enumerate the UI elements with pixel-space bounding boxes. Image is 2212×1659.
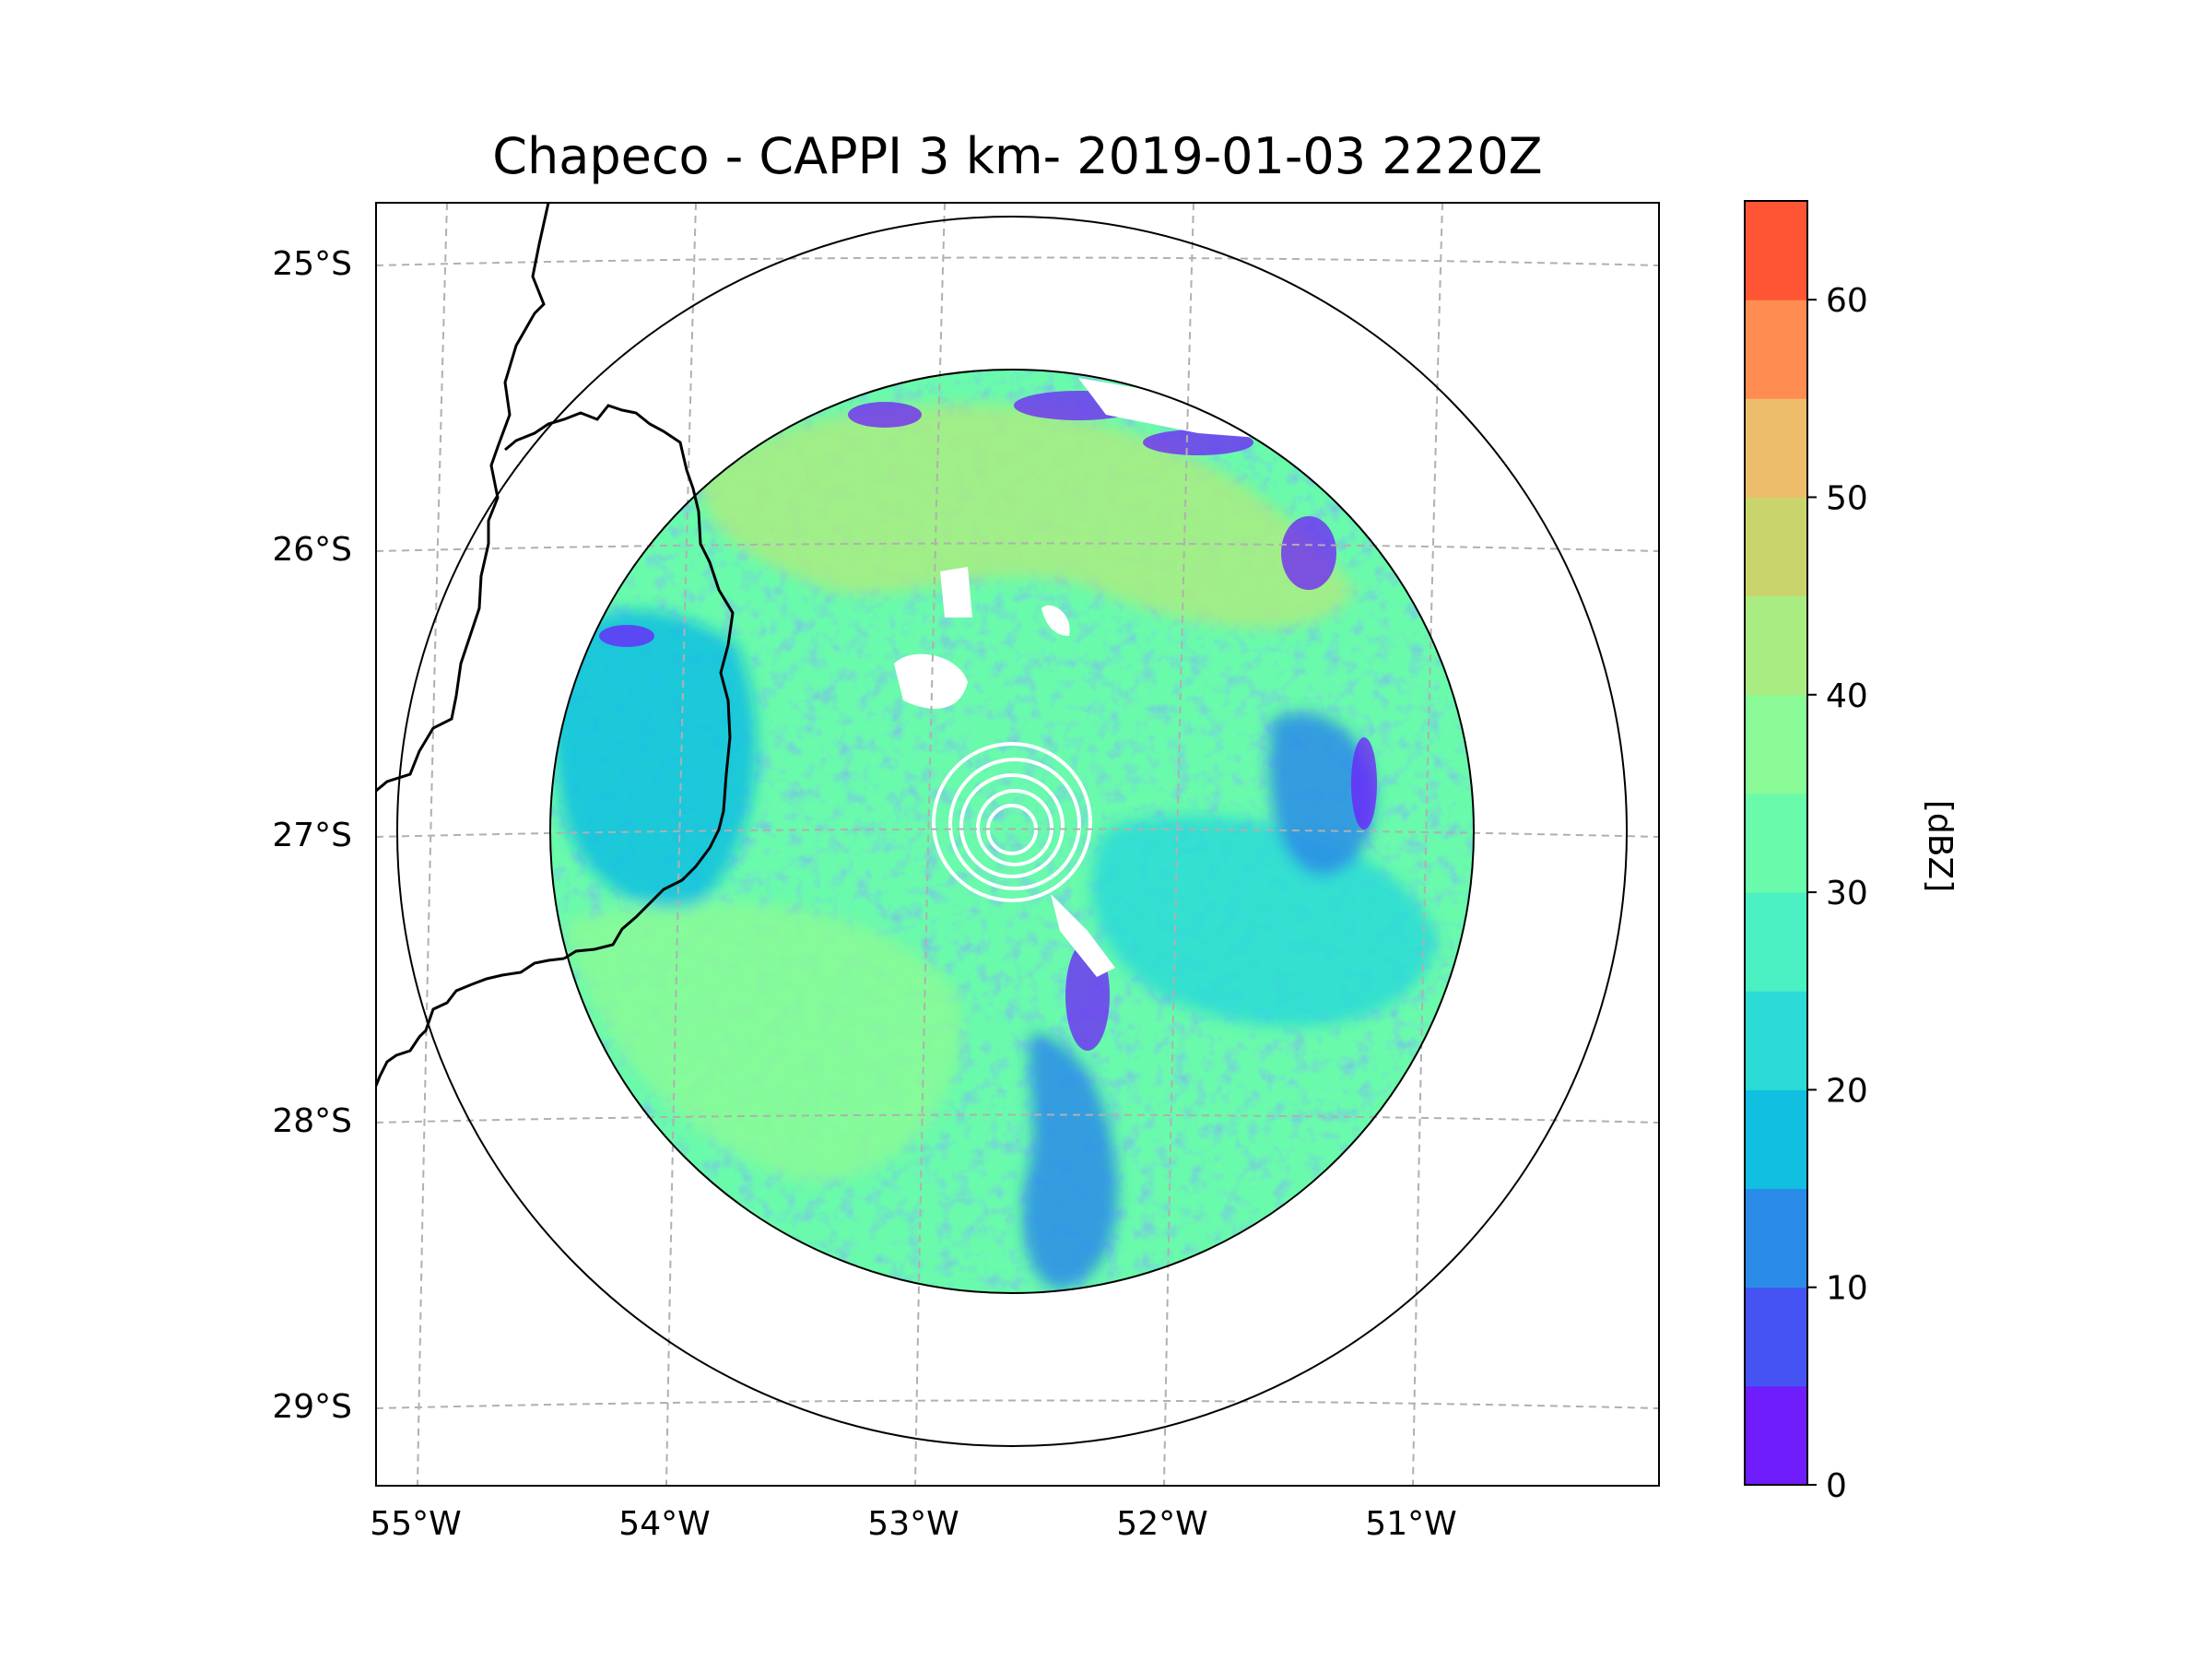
colorbar: 0 10 20 30 40 50 60 bbox=[1744, 200, 1868, 1505]
border-line-north bbox=[376, 203, 550, 793]
colorbar-segment bbox=[1745, 300, 1807, 399]
weak-echo bbox=[1143, 429, 1253, 455]
x-tick-label: 51°W bbox=[1365, 1505, 1456, 1543]
colorbar-tick-label: 40 bbox=[1826, 677, 1868, 715]
colorbar-label: [dBZ] bbox=[1921, 800, 1959, 892]
feature-southwest-area bbox=[562, 901, 961, 1182]
no-echo-areas bbox=[894, 378, 1438, 977]
colorbar-tick-label: 0 bbox=[1826, 1467, 1847, 1505]
colorbar-frame bbox=[1744, 200, 1808, 1486]
axes-border bbox=[375, 202, 1660, 1487]
range-ring-outer bbox=[396, 216, 1628, 1447]
border-line-south bbox=[376, 957, 565, 1087]
colorbar-segment bbox=[1745, 1385, 1807, 1486]
feature-eastern-cells bbox=[1269, 712, 1374, 876]
x-tick-label: 53°W bbox=[867, 1505, 959, 1543]
weak-echo bbox=[848, 402, 922, 428]
colorbar-segment bbox=[1745, 1188, 1807, 1288]
feature-east-area bbox=[1091, 816, 1438, 1027]
x-tick-label: 55°W bbox=[370, 1505, 461, 1543]
range-ring-inner bbox=[549, 369, 1475, 1294]
reflectivity-field bbox=[550, 370, 1474, 1293]
colorbar-tick-label: 10 bbox=[1826, 1270, 1868, 1308]
feature-southern-band bbox=[1023, 1032, 1118, 1290]
colorbar-segment bbox=[1745, 1089, 1807, 1190]
weak-echo bbox=[599, 625, 654, 647]
weak-echo bbox=[1351, 737, 1377, 830]
colorbar-tick-label: 50 bbox=[1826, 479, 1868, 517]
colorbar-segment bbox=[1745, 201, 1807, 300]
x-tick-label: 54°W bbox=[618, 1505, 710, 1543]
y-tick-label: 28°S bbox=[272, 1102, 352, 1140]
colorbar-segment bbox=[1745, 694, 1807, 794]
colorbar-segment bbox=[1745, 497, 1807, 597]
no-echo-patch bbox=[1051, 894, 1115, 977]
no-echo-patch bbox=[1041, 605, 1070, 636]
y-tick-labels: 25°S 26°S 27°S 28°S 29°S bbox=[272, 245, 352, 1426]
x-tick-labels: 55°W 54°W 53°W 52°W 51°W bbox=[370, 1505, 1456, 1543]
colorbar-tick-label: 60 bbox=[1826, 282, 1868, 320]
x-tick-label: 52°W bbox=[1116, 1505, 1207, 1543]
clutter-ring bbox=[959, 773, 1065, 878]
colorbar-segment bbox=[1745, 991, 1807, 1090]
clutter-ring bbox=[976, 789, 1053, 866]
colorbar-segment bbox=[1745, 892, 1807, 992]
y-tick-label: 29°S bbox=[272, 1388, 352, 1426]
no-echo-patch bbox=[1078, 378, 1438, 516]
colorbar-segment bbox=[1745, 398, 1807, 498]
y-tick-label: 25°S bbox=[272, 245, 352, 283]
y-tick-label: 26°S bbox=[272, 531, 352, 569]
no-echo-patch bbox=[940, 567, 972, 618]
colorbar-segment bbox=[1745, 1287, 1807, 1387]
border-line-river bbox=[504, 404, 735, 960]
colorbar-tick-label: 30 bbox=[1826, 875, 1868, 912]
colorbar-segment bbox=[1745, 793, 1807, 893]
colorbar-segment bbox=[1745, 595, 1807, 696]
field-features bbox=[550, 404, 1438, 1290]
chart-title: Chapeco - CAPPI 3 km- 2019-01-03 2220Z bbox=[492, 127, 1542, 185]
y-tick-label: 27°S bbox=[272, 817, 352, 854]
feature-northern-band bbox=[700, 404, 1355, 629]
weak-echo bbox=[1281, 516, 1336, 590]
clutter-ring bbox=[948, 758, 1081, 890]
no-echo-patch bbox=[894, 653, 968, 709]
feature-western-band bbox=[550, 610, 757, 909]
state-border-lines bbox=[376, 203, 735, 1087]
clutter-ring bbox=[932, 742, 1092, 902]
colorbar-tick-label: 20 bbox=[1826, 1072, 1868, 1110]
